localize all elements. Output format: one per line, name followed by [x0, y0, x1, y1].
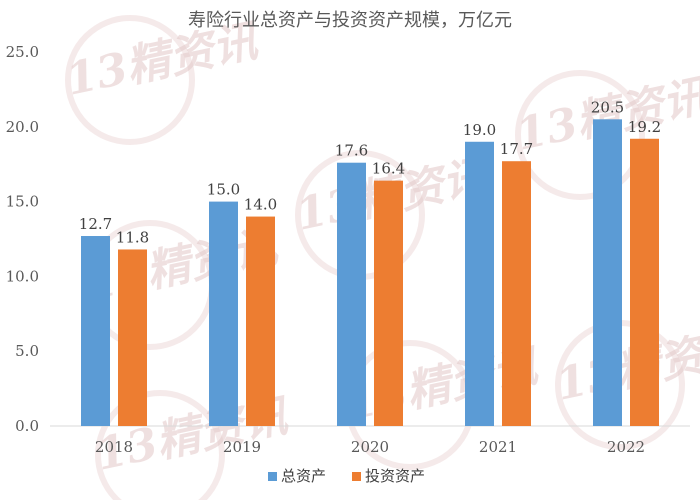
y-axis: 0.0 5.0 10.0 15.0 20.0 25.0 [6, 43, 39, 435]
y-tick-label: 25.0 [6, 43, 39, 61]
legend-label: 总资产 [281, 467, 326, 485]
x-axis: 2018 2019 2020 2021 2022 [95, 438, 645, 456]
bar [81, 236, 110, 426]
x-tick-label: 2018 [95, 438, 133, 456]
bar [118, 249, 147, 426]
y-tick-label: 20.0 [6, 118, 39, 136]
legend-label: 投资资产 [365, 467, 425, 485]
x-tick-label: 2020 [351, 438, 389, 456]
y-tick-label: 10.0 [6, 267, 39, 285]
y-tick-label: 5.0 [15, 342, 39, 360]
x-tick-label: 2021 [479, 438, 517, 456]
y-tick-label: 15.0 [6, 193, 39, 211]
bar-value-label: 19.2 [628, 118, 661, 136]
bar [502, 161, 531, 426]
legend-swatch [352, 472, 361, 481]
bar-value-label: 15.0 [207, 181, 240, 199]
chart-title: 寿险行业总资产与投资资产规模，万亿元 [188, 10, 512, 31]
bar-value-label: 11.8 [116, 228, 149, 246]
bar-value-label: 19.0 [463, 121, 496, 139]
x-tick-label: 2022 [607, 438, 645, 456]
bar [593, 119, 622, 426]
legend: 总资产 投资资产 [268, 467, 425, 485]
legend-swatch [268, 472, 277, 481]
bar [209, 201, 238, 426]
bar [246, 216, 275, 426]
bar-value-label: 12.7 [79, 215, 112, 233]
bar [337, 162, 366, 427]
watermark-stamp: 13精资讯 [552, 320, 700, 450]
watermark-stamp: 13精资讯 [62, 15, 264, 145]
bar-value-label: 17.7 [500, 140, 533, 158]
y-tick-label: 0.0 [15, 417, 39, 435]
bar [465, 141, 494, 426]
bar-value-label: 17.6 [335, 142, 368, 160]
bar [630, 138, 659, 426]
bar [374, 180, 403, 426]
bar-value-label: 14.0 [244, 196, 277, 214]
bar-value-label: 16.4 [372, 160, 405, 178]
bars: 12.711.8 15.014.0 17.616.4 19.017.7 20.519.2 [79, 98, 661, 427]
x-tick-label: 2019 [223, 438, 261, 456]
bar-value-label: 20.5 [591, 98, 624, 116]
